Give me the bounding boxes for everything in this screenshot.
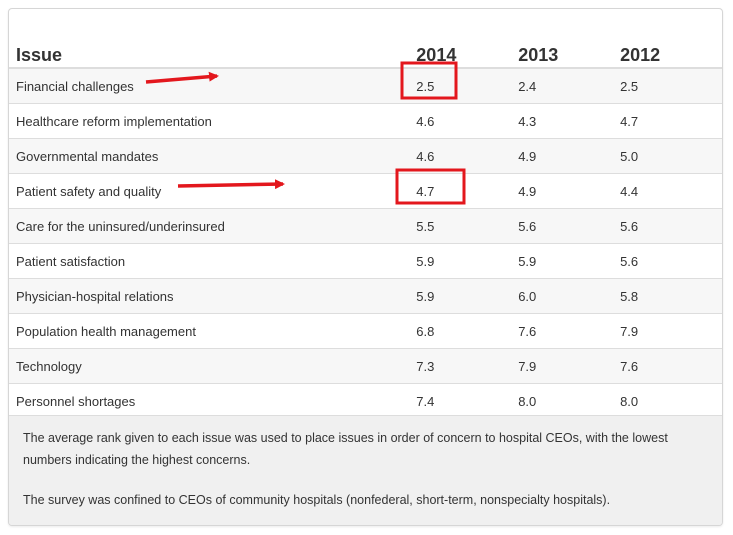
cell-2012: 8.0 (620, 383, 722, 418)
cell-2012: 5.6 (620, 243, 722, 279)
cell-2012: 5.8 (620, 278, 722, 314)
header-2013: 2013 (518, 9, 621, 69)
ceo-concerns-table: Issue 2014 2013 2012 Financial challenge… (9, 9, 722, 418)
cell-issue: Population health management (9, 313, 417, 349)
cell-issue: Technology (9, 348, 417, 384)
table-row: Care for the uninsured/underinsured 5.5 5.… (9, 208, 722, 244)
cell-2013: 4.9 (518, 173, 621, 209)
cell-2012: 5.6 (620, 208, 722, 244)
cell-2014: 7.3 (416, 348, 519, 384)
table-footnote: The average rank given to each issue was… (9, 415, 722, 525)
cell-2012: 4.7 (620, 103, 722, 139)
table-row: Healthcare reform implementation 4.6 4.3 4.… (9, 103, 722, 139)
cell-2013: 7.6 (518, 313, 621, 349)
table-row: Patient satisfaction 5.9 5.9 5.6 (9, 243, 722, 279)
table-row: Personnel shortages 7.4 8.0 8.0 (9, 383, 722, 418)
cell-2013: 5.6 (518, 208, 621, 244)
header-2014: 2014 (416, 9, 519, 69)
cell-issue: Patient safety and quality (9, 173, 417, 209)
cell-issue: Physician-hospital relations (9, 278, 417, 314)
ceo-concerns-table-card: Issue 2014 2013 2012 Financial challenge… (8, 8, 723, 526)
header-issue: Issue (9, 9, 417, 69)
cell-2014: 7.4 (416, 383, 519, 418)
table-row: Patient safety and quality 4.7 4.9 4.4 (9, 173, 722, 209)
cell-2012: 5.0 (620, 138, 722, 174)
cell-issue: Personnel shortages (9, 383, 417, 418)
table-row: Governmental mandates 4.6 4.9 5.0 (9, 138, 722, 174)
footnote-ranking: The average rank given to each issue was… (23, 431, 668, 467)
header-2012: 2012 (620, 9, 722, 69)
cell-2014: 5.5 (416, 208, 519, 244)
cell-2013: 5.9 (518, 243, 621, 279)
table-header-row: Issue 2014 2013 2012 (9, 9, 722, 69)
cell-2014: 5.9 (416, 278, 519, 314)
cell-2013: 2.4 (518, 68, 621, 104)
table-row: Financial challenges 2.5 2.4 2.5 (9, 68, 722, 104)
cell-2012: 7.9 (620, 313, 722, 349)
cell-2014: 4.6 (416, 103, 519, 139)
table-row: Technology 7.3 7.9 7.6 (9, 348, 722, 384)
cell-2014: 4.6 (416, 138, 519, 174)
cell-issue: Patient satisfaction (9, 243, 417, 279)
cell-issue: Financial challenges (9, 68, 417, 104)
cell-2014: 5.9 (416, 243, 519, 279)
footnote-survey-scope: The survey was confined to CEOs of commu… (23, 493, 611, 507)
cell-2012: 4.4 (620, 173, 722, 209)
table-row: Physician-hospital relations 5.9 6.0 5.8 (9, 278, 722, 314)
cell-issue: Healthcare reform implementation (9, 103, 417, 139)
cell-2013: 8.0 (518, 383, 621, 418)
cell-2013: 4.3 (518, 103, 621, 139)
cell-2013: 7.9 (518, 348, 621, 384)
cell-2013: 4.9 (518, 138, 621, 174)
cell-2014: 4.7 (416, 173, 519, 209)
table-row: Population health management 6.8 7.6 7.9 (9, 313, 722, 349)
cell-2012: 7.6 (620, 348, 722, 384)
table-body: Financial challenges 2.5 2.4 2.5 Healthcare … (9, 68, 722, 418)
cell-issue: Care for the uninsured/underinsured (9, 208, 417, 244)
cell-2014: 2.5 (416, 68, 519, 104)
cell-2013: 6.0 (518, 278, 621, 314)
cell-issue: Governmental mandates (9, 138, 417, 174)
cell-2014: 6.8 (416, 313, 519, 349)
cell-2012: 2.5 (620, 68, 722, 104)
